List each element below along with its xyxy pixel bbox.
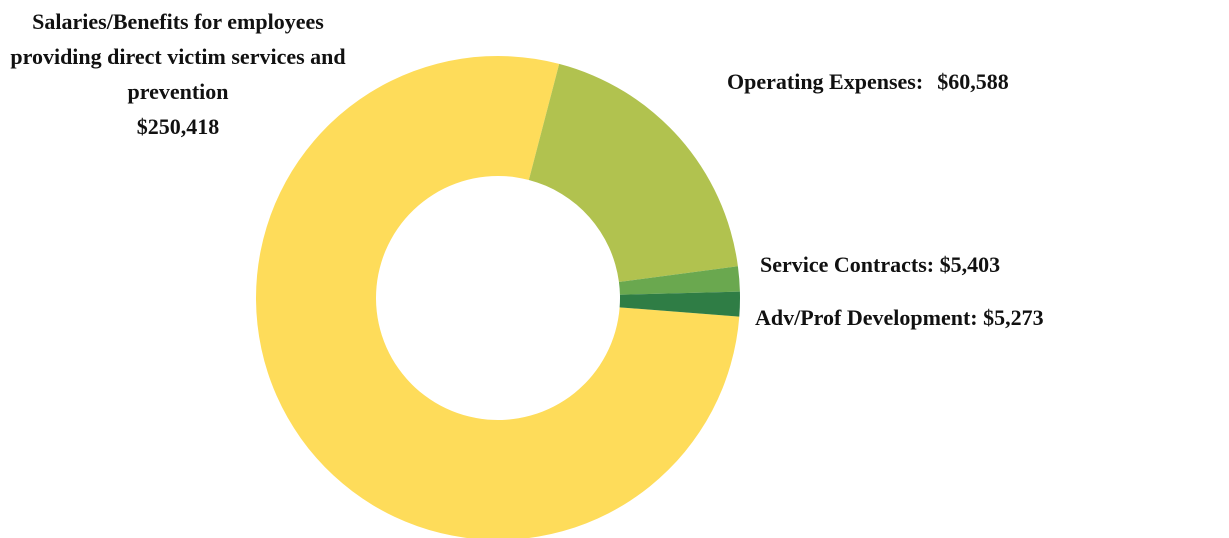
donut-slice — [619, 291, 740, 317]
category-label: Operating Expenses: — [727, 69, 924, 94]
category-label: Adv/Prof Development: — [755, 305, 978, 330]
donut-slice — [256, 56, 740, 538]
slice-label: Adv/Prof Development: $5,273 — [755, 300, 1044, 335]
donut-slice — [528, 63, 738, 282]
slice-label: Salaries/Benefits for employees providin… — [0, 4, 356, 144]
category-label: Salaries/Benefits for employees providin… — [10, 9, 346, 104]
value-label: $60,588 — [937, 69, 1009, 94]
slice-label: Service Contracts: $5,403 — [760, 247, 1000, 282]
category-label: Service Contracts: — [760, 252, 935, 277]
value-label: $5,403 — [939, 252, 1001, 277]
value-label: $250,418 — [136, 114, 220, 139]
slice-label: Operating Expenses: $60,588 — [727, 64, 1009, 99]
donut-slice — [618, 266, 740, 295]
value-label: $5,273 — [983, 305, 1044, 330]
